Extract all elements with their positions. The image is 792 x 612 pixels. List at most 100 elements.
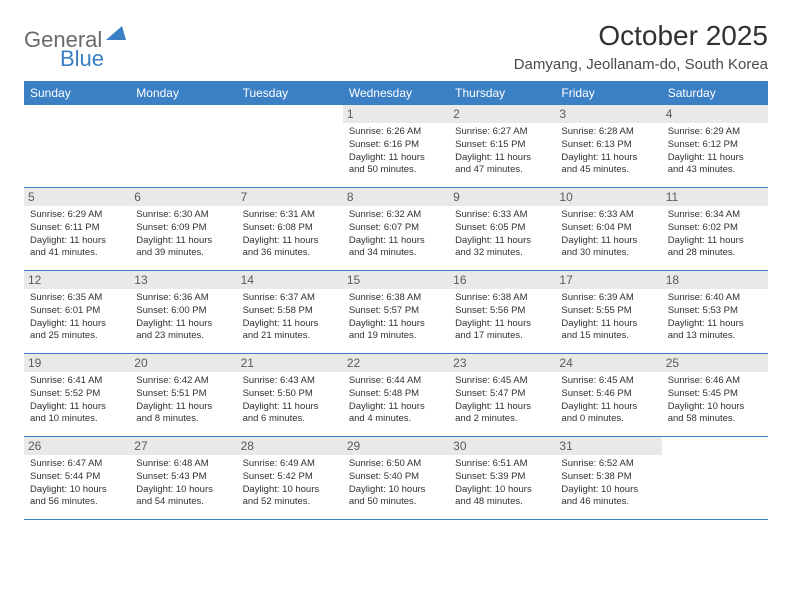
day-number: 3 xyxy=(555,105,661,123)
sunset: Sunset: 5:52 PM xyxy=(30,388,124,401)
day-number: 15 xyxy=(343,271,449,289)
daylight: Daylight: 11 hours and 36 minutes. xyxy=(243,235,337,261)
day-info: Sunrise: 6:32 AMSunset: 6:07 PMDaylight:… xyxy=(349,209,443,260)
sunrise: Sunrise: 6:45 AM xyxy=(455,375,549,388)
sunset: Sunset: 5:57 PM xyxy=(349,305,443,318)
day-header: Friday xyxy=(555,81,661,105)
logo-text-2: Blue xyxy=(60,46,104,71)
day-cell: 29Sunrise: 6:50 AMSunset: 5:40 PMDayligh… xyxy=(343,437,449,519)
daylight: Daylight: 10 hours and 50 minutes. xyxy=(349,484,443,510)
daylight: Daylight: 11 hours and 10 minutes. xyxy=(30,401,124,427)
daylight: Daylight: 11 hours and 15 minutes. xyxy=(561,318,655,344)
daylight: Daylight: 11 hours and 17 minutes. xyxy=(455,318,549,344)
day-number: 23 xyxy=(449,354,555,372)
daylight: Daylight: 11 hours and 8 minutes. xyxy=(136,401,230,427)
day-info: Sunrise: 6:45 AMSunset: 5:46 PMDaylight:… xyxy=(561,375,655,426)
daylight: Daylight: 11 hours and 45 minutes. xyxy=(561,152,655,178)
day-number: 12 xyxy=(24,271,130,289)
day-info: Sunrise: 6:29 AMSunset: 6:12 PMDaylight:… xyxy=(668,126,762,177)
sunset: Sunset: 5:39 PM xyxy=(455,471,549,484)
sunset: Sunset: 6:08 PM xyxy=(243,222,337,235)
sunrise: Sunrise: 6:33 AM xyxy=(561,209,655,222)
day-cell: 5Sunrise: 6:29 AMSunset: 6:11 PMDaylight… xyxy=(24,188,130,270)
day-info: Sunrise: 6:29 AMSunset: 6:11 PMDaylight:… xyxy=(30,209,124,260)
sunrise: Sunrise: 6:42 AM xyxy=(136,375,230,388)
day-info: Sunrise: 6:39 AMSunset: 5:55 PMDaylight:… xyxy=(561,292,655,343)
day-cell: 9 Sunrise: 6:33 AMSunset: 6:05 PMDaylight… xyxy=(449,188,555,270)
sunset: Sunset: 6:15 PM xyxy=(455,139,549,152)
day-info: Sunrise: 6:51 AMSunset: 5:39 PMDaylight:… xyxy=(455,458,549,509)
sunrise: Sunrise: 6:32 AM xyxy=(349,209,443,222)
daylight: Daylight: 10 hours and 58 minutes. xyxy=(668,401,762,427)
day-cell: 26Sunrise: 6:47 AMSunset: 5:44 PMDayligh… xyxy=(24,437,130,519)
sunrise: Sunrise: 6:51 AM xyxy=(455,458,549,471)
day-cell: 3Sunrise: 6:28 AMSunset: 6:13 PMDaylight… xyxy=(555,105,661,187)
sunrise: Sunrise: 6:27 AM xyxy=(455,126,549,139)
day-number: 13 xyxy=(130,271,236,289)
sunset: Sunset: 5:47 PM xyxy=(455,388,549,401)
day-info: Sunrise: 6:38 AMSunset: 5:56 PMDaylight:… xyxy=(455,292,549,343)
sunrise: Sunrise: 6:44 AM xyxy=(349,375,443,388)
day-number: 31 xyxy=(555,437,661,455)
daylight: Daylight: 10 hours and 46 minutes. xyxy=(561,484,655,510)
sunset: Sunset: 5:40 PM xyxy=(349,471,443,484)
day-info: Sunrise: 6:27 AMSunset: 6:15 PMDaylight:… xyxy=(455,126,549,177)
day-cell: 30Sunrise: 6:51 AMSunset: 5:39 PMDayligh… xyxy=(449,437,555,519)
daylight: Daylight: 10 hours and 54 minutes. xyxy=(136,484,230,510)
sunrise: Sunrise: 6:34 AM xyxy=(668,209,762,222)
day-cell: 18Sunrise: 6:40 AMSunset: 5:53 PMDayligh… xyxy=(662,271,768,353)
day-number: 21 xyxy=(237,354,343,372)
day-info: Sunrise: 6:33 AMSunset: 6:04 PMDaylight:… xyxy=(561,209,655,260)
day-cell: 1Sunrise: 6:26 AMSunset: 6:16 PMDaylight… xyxy=(343,105,449,187)
sunset: Sunset: 5:44 PM xyxy=(30,471,124,484)
sunset: Sunset: 6:01 PM xyxy=(30,305,124,318)
sunrise: Sunrise: 6:49 AM xyxy=(243,458,337,471)
day-info: Sunrise: 6:52 AMSunset: 5:38 PMDaylight:… xyxy=(561,458,655,509)
day-number: 17 xyxy=(555,271,661,289)
daylight: Daylight: 11 hours and 34 minutes. xyxy=(349,235,443,261)
sunset: Sunset: 6:02 PM xyxy=(668,222,762,235)
day-cell: 10Sunrise: 6:33 AMSunset: 6:04 PMDayligh… xyxy=(555,188,661,270)
day-header-row: Sunday Monday Tuesday Wednesday Thursday… xyxy=(24,81,768,105)
day-info: Sunrise: 6:47 AMSunset: 5:44 PMDaylight:… xyxy=(30,458,124,509)
day-info: Sunrise: 6:26 AMSunset: 6:16 PMDaylight:… xyxy=(349,126,443,177)
sunset: Sunset: 5:42 PM xyxy=(243,471,337,484)
daylight: Daylight: 11 hours and 23 minutes. xyxy=(136,318,230,344)
sunrise: Sunrise: 6:36 AM xyxy=(136,292,230,305)
day-info: Sunrise: 6:33 AMSunset: 6:05 PMDaylight:… xyxy=(455,209,549,260)
sunrise: Sunrise: 6:41 AM xyxy=(30,375,124,388)
sunrise: Sunrise: 6:37 AM xyxy=(243,292,337,305)
daylight: Daylight: 11 hours and 25 minutes. xyxy=(30,318,124,344)
sunrise: Sunrise: 6:50 AM xyxy=(349,458,443,471)
daylight: Daylight: 11 hours and 50 minutes. xyxy=(349,152,443,178)
week-row: 19Sunrise: 6:41 AMSunset: 5:52 PMDayligh… xyxy=(24,354,768,437)
day-number: 24 xyxy=(555,354,661,372)
week-row: 26Sunrise: 6:47 AMSunset: 5:44 PMDayligh… xyxy=(24,437,768,520)
day-info: Sunrise: 6:50 AMSunset: 5:40 PMDaylight:… xyxy=(349,458,443,509)
day-number: 9 xyxy=(449,188,555,206)
daylight: Daylight: 11 hours and 21 minutes. xyxy=(243,318,337,344)
sunset: Sunset: 5:43 PM xyxy=(136,471,230,484)
sunrise: Sunrise: 6:52 AM xyxy=(561,458,655,471)
sunrise: Sunrise: 6:39 AM xyxy=(561,292,655,305)
day-cell: 12Sunrise: 6:35 AMSunset: 6:01 PMDayligh… xyxy=(24,271,130,353)
sunset: Sunset: 6:07 PM xyxy=(349,222,443,235)
sunset: Sunset: 6:04 PM xyxy=(561,222,655,235)
day-cell: 20Sunrise: 6:42 AMSunset: 5:51 PMDayligh… xyxy=(130,354,236,436)
day-info: Sunrise: 6:48 AMSunset: 5:43 PMDaylight:… xyxy=(136,458,230,509)
day-header: Monday xyxy=(130,81,236,105)
day-cell: 27Sunrise: 6:48 AMSunset: 5:43 PMDayligh… xyxy=(130,437,236,519)
daylight: Daylight: 11 hours and 47 minutes. xyxy=(455,152,549,178)
sunrise: Sunrise: 6:26 AM xyxy=(349,126,443,139)
sunrise: Sunrise: 6:46 AM xyxy=(668,375,762,388)
sunrise: Sunrise: 6:43 AM xyxy=(243,375,337,388)
sunset: Sunset: 6:12 PM xyxy=(668,139,762,152)
day-cell: 4Sunrise: 6:29 AMSunset: 6:12 PMDaylight… xyxy=(662,105,768,187)
day-info: Sunrise: 6:40 AMSunset: 5:53 PMDaylight:… xyxy=(668,292,762,343)
day-cell xyxy=(662,437,768,519)
weeks-container: 1Sunrise: 6:26 AMSunset: 6:16 PMDaylight… xyxy=(24,105,768,520)
day-info: Sunrise: 6:38 AMSunset: 5:57 PMDaylight:… xyxy=(349,292,443,343)
sunset: Sunset: 5:56 PM xyxy=(455,305,549,318)
day-header: Tuesday xyxy=(237,81,343,105)
daylight: Daylight: 10 hours and 52 minutes. xyxy=(243,484,337,510)
